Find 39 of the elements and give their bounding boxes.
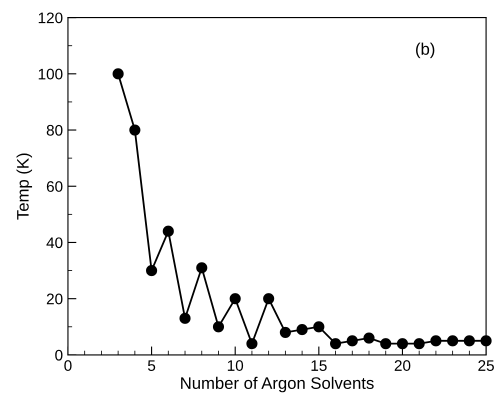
- x-tick-label: 15: [312, 360, 327, 371]
- point: [263, 293, 274, 304]
- point: [330, 338, 342, 350]
- point: [396, 338, 408, 350]
- y-axis-title: Temp (K): [16, 153, 32, 220]
- point: [246, 338, 258, 350]
- x-tick-label: 0: [64, 360, 72, 371]
- point: [414, 338, 425, 350]
- x-tick-label: 5: [148, 360, 156, 371]
- point: [162, 226, 174, 237]
- point: [447, 335, 458, 346]
- point: [146, 265, 158, 276]
- point: [313, 321, 324, 332]
- point: [346, 335, 358, 346]
- y-tick-label: 0: [55, 350, 62, 361]
- point: [363, 332, 375, 344]
- y-tick-label: 80: [46, 124, 62, 136]
- annotation: (b): [416, 42, 434, 58]
- x-tick-label: 25: [478, 360, 494, 371]
- x-tick-label: 10: [228, 360, 244, 371]
- y-tick-label: 60: [46, 181, 62, 192]
- point: [129, 124, 140, 136]
- point: [196, 262, 208, 274]
- point: [112, 68, 124, 80]
- point: [230, 293, 241, 304]
- y-tick-label: 100: [38, 68, 62, 80]
- x-axis-title: Number of Argon Solvents: [181, 376, 374, 392]
- point: [430, 335, 442, 346]
- point: [464, 335, 475, 346]
- y-tick-label: 20: [46, 294, 62, 304]
- point: [212, 321, 224, 332]
- point: [480, 335, 492, 346]
- point: [179, 312, 191, 324]
- x-tick-label: 20: [394, 360, 410, 371]
- point: [296, 324, 308, 336]
- y-tick-label: 120: [38, 12, 62, 24]
- point: [380, 338, 392, 350]
- point: [280, 326, 291, 338]
- y-tick-label: 40: [46, 237, 62, 248]
